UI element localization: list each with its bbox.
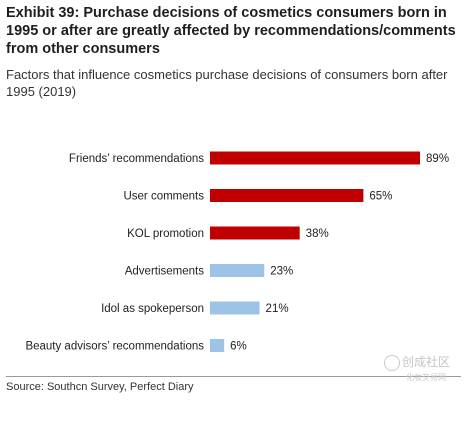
category-label: Beauty advisors’ recommendations	[25, 341, 204, 353]
value-label: 21%	[266, 303, 289, 315]
value-label: 89%	[426, 153, 449, 165]
watermark-text: 创成社区	[402, 355, 451, 369]
bar	[210, 301, 260, 315]
value-label: 65%	[369, 191, 392, 203]
category-label: Idol as spokeperson	[101, 303, 204, 315]
category-label: KOL promotion	[127, 228, 204, 240]
chart-title: Exhibit 39: Purchase decisions of cosmet…	[6, 5, 456, 57]
category-label: Advertisements	[125, 266, 205, 278]
chart-subtitle: Factors that influence cosmetics purchas…	[6, 67, 448, 99]
bar	[210, 151, 421, 165]
value-label: 6%	[230, 341, 247, 353]
watermark-subtext: 化妆交易网	[406, 373, 446, 382]
value-label: 23%	[270, 266, 293, 278]
category-label: User comments	[123, 191, 204, 203]
value-label: 38%	[306, 228, 329, 240]
watermark: 创成社区 化妆交易网	[382, 353, 462, 391]
source-note: Source: Southcn Survey, Perfect Diary	[6, 381, 194, 393]
category-label: Friends’ recommendations	[69, 153, 204, 165]
bar	[210, 226, 300, 240]
source-divider	[6, 376, 461, 377]
watermark-logo-icon	[384, 355, 400, 371]
bar	[210, 189, 364, 202]
bar	[210, 339, 225, 352]
bar	[210, 264, 265, 277]
bar-chart: Friends’ recommendations 89% User comments…	[25, 151, 449, 353]
